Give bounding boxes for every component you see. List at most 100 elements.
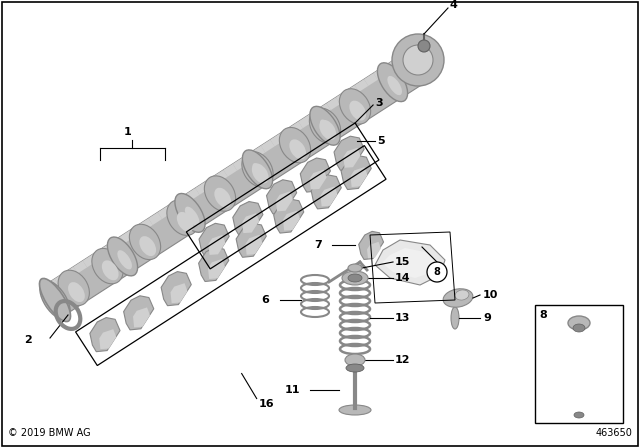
Polygon shape bbox=[99, 329, 116, 349]
Text: 14: 14 bbox=[395, 273, 411, 283]
Text: 11: 11 bbox=[285, 385, 300, 395]
Polygon shape bbox=[45, 279, 59, 292]
Polygon shape bbox=[90, 318, 120, 352]
Text: 2: 2 bbox=[24, 335, 32, 345]
Ellipse shape bbox=[40, 280, 70, 319]
Polygon shape bbox=[170, 283, 188, 303]
Ellipse shape bbox=[574, 412, 584, 418]
Ellipse shape bbox=[252, 163, 267, 182]
Polygon shape bbox=[344, 148, 360, 168]
Polygon shape bbox=[383, 61, 396, 74]
Ellipse shape bbox=[348, 264, 362, 272]
Polygon shape bbox=[351, 167, 367, 187]
Ellipse shape bbox=[427, 262, 447, 282]
Polygon shape bbox=[246, 235, 262, 255]
Ellipse shape bbox=[310, 106, 340, 145]
Polygon shape bbox=[392, 55, 406, 68]
Text: 9: 9 bbox=[483, 313, 491, 323]
Text: 12: 12 bbox=[395, 355, 410, 365]
Ellipse shape bbox=[455, 290, 469, 300]
Ellipse shape bbox=[378, 63, 408, 102]
Ellipse shape bbox=[573, 324, 585, 332]
Text: 1: 1 bbox=[124, 127, 132, 137]
Ellipse shape bbox=[319, 120, 336, 140]
Polygon shape bbox=[124, 296, 154, 330]
Text: 463650: 463650 bbox=[595, 428, 632, 438]
Ellipse shape bbox=[185, 207, 200, 226]
Ellipse shape bbox=[320, 120, 335, 139]
Polygon shape bbox=[341, 155, 371, 190]
Polygon shape bbox=[375, 240, 445, 285]
Polygon shape bbox=[233, 158, 246, 171]
Polygon shape bbox=[161, 271, 191, 306]
Ellipse shape bbox=[342, 271, 368, 285]
Polygon shape bbox=[289, 121, 303, 134]
Ellipse shape bbox=[451, 307, 459, 329]
Polygon shape bbox=[364, 73, 378, 86]
Ellipse shape bbox=[568, 316, 590, 330]
Ellipse shape bbox=[117, 250, 132, 269]
Polygon shape bbox=[310, 170, 326, 190]
Polygon shape bbox=[317, 103, 331, 116]
Text: 5: 5 bbox=[377, 137, 385, 146]
Polygon shape bbox=[157, 206, 172, 219]
Polygon shape bbox=[92, 249, 106, 261]
Polygon shape bbox=[334, 136, 364, 170]
Text: 8: 8 bbox=[433, 267, 440, 277]
Polygon shape bbox=[208, 259, 225, 279]
Text: 8: 8 bbox=[539, 310, 547, 320]
Ellipse shape bbox=[92, 249, 123, 284]
Polygon shape bbox=[45, 43, 440, 315]
Polygon shape bbox=[139, 218, 153, 231]
Ellipse shape bbox=[418, 40, 430, 52]
Ellipse shape bbox=[403, 45, 433, 75]
Polygon shape bbox=[359, 231, 383, 259]
Ellipse shape bbox=[50, 294, 65, 313]
Ellipse shape bbox=[242, 151, 273, 187]
Ellipse shape bbox=[177, 212, 193, 232]
Polygon shape bbox=[280, 128, 293, 140]
Polygon shape bbox=[252, 146, 265, 159]
Ellipse shape bbox=[167, 200, 198, 235]
Ellipse shape bbox=[309, 108, 340, 143]
Polygon shape bbox=[120, 230, 134, 243]
Polygon shape bbox=[382, 248, 438, 278]
Polygon shape bbox=[274, 199, 304, 233]
Polygon shape bbox=[83, 254, 97, 267]
Polygon shape bbox=[233, 202, 263, 236]
Text: 3: 3 bbox=[375, 98, 383, 108]
Polygon shape bbox=[345, 85, 359, 98]
Ellipse shape bbox=[129, 224, 161, 259]
Polygon shape bbox=[311, 175, 341, 209]
Text: 7: 7 bbox=[314, 240, 322, 250]
Text: © 2019 BMW AG: © 2019 BMW AG bbox=[8, 428, 91, 438]
Ellipse shape bbox=[102, 260, 118, 280]
Polygon shape bbox=[214, 170, 228, 183]
Ellipse shape bbox=[387, 76, 402, 95]
Ellipse shape bbox=[252, 164, 269, 184]
Polygon shape bbox=[283, 211, 300, 231]
Text: 6: 6 bbox=[261, 295, 269, 305]
Polygon shape bbox=[74, 261, 87, 273]
Polygon shape bbox=[186, 188, 200, 201]
Ellipse shape bbox=[339, 89, 371, 124]
Polygon shape bbox=[276, 191, 293, 211]
Ellipse shape bbox=[204, 176, 236, 211]
Ellipse shape bbox=[348, 274, 362, 282]
Polygon shape bbox=[64, 267, 77, 280]
Ellipse shape bbox=[345, 354, 365, 366]
Ellipse shape bbox=[280, 127, 310, 163]
Polygon shape bbox=[205, 176, 218, 189]
Ellipse shape bbox=[243, 150, 273, 189]
Text: 4: 4 bbox=[450, 0, 458, 10]
Polygon shape bbox=[242, 152, 256, 164]
Ellipse shape bbox=[349, 101, 366, 121]
Ellipse shape bbox=[140, 236, 156, 256]
Ellipse shape bbox=[58, 270, 90, 306]
Polygon shape bbox=[167, 200, 181, 213]
Polygon shape bbox=[54, 273, 68, 285]
Text: 13: 13 bbox=[395, 313, 410, 323]
Ellipse shape bbox=[289, 139, 306, 159]
Text: 10: 10 bbox=[483, 290, 499, 300]
Polygon shape bbox=[198, 247, 228, 281]
